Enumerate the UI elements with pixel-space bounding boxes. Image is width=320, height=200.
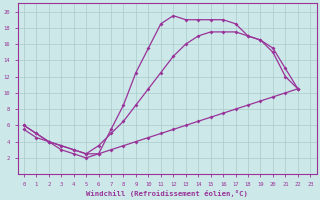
X-axis label: Windchill (Refroidissement éolien,°C): Windchill (Refroidissement éolien,°C) [86,190,248,197]
